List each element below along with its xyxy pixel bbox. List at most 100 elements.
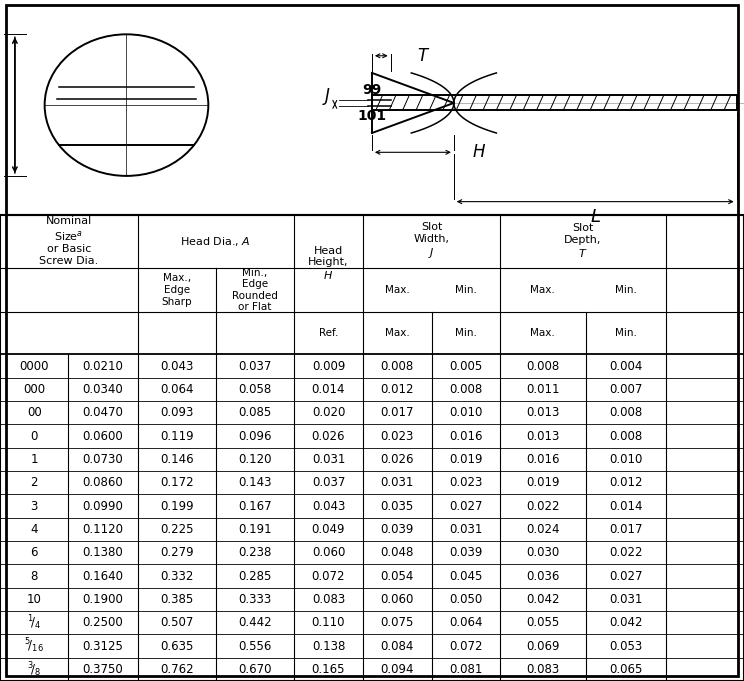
Text: 0.016: 0.016 <box>526 453 559 466</box>
Text: 2: 2 <box>31 476 38 489</box>
Text: Min.,
Edge
Rounded
or Flat: Min., Edge Rounded or Flat <box>232 268 278 313</box>
Text: 0.2500: 0.2500 <box>83 616 124 629</box>
Text: $L$: $L$ <box>590 208 600 225</box>
Text: 0.050: 0.050 <box>449 593 482 606</box>
Text: 0.146: 0.146 <box>160 453 193 466</box>
Text: 0.011: 0.011 <box>526 383 559 396</box>
Text: 0.333: 0.333 <box>238 593 272 606</box>
Text: 6: 6 <box>31 546 38 559</box>
Text: 0.027: 0.027 <box>609 569 643 582</box>
Text: 4: 4 <box>31 523 38 536</box>
Text: 0.031: 0.031 <box>312 453 345 466</box>
Text: 0.093: 0.093 <box>160 407 193 419</box>
Text: Max.: Max. <box>385 285 410 295</box>
Text: 0.285: 0.285 <box>238 569 272 582</box>
Text: 0.019: 0.019 <box>526 476 559 489</box>
Text: Min.: Min. <box>455 328 477 338</box>
Text: 0.026: 0.026 <box>312 430 345 443</box>
Text: 0.036: 0.036 <box>526 569 559 582</box>
Text: Min.: Min. <box>615 285 637 295</box>
Text: 0.017: 0.017 <box>380 407 414 419</box>
Text: 0000: 0000 <box>19 360 49 373</box>
Text: 0.020: 0.020 <box>312 407 345 419</box>
Text: 0.027: 0.027 <box>449 500 483 513</box>
Text: 0.010: 0.010 <box>609 453 642 466</box>
Text: 0.1380: 0.1380 <box>83 546 124 559</box>
Text: 0.279: 0.279 <box>160 546 193 559</box>
Text: 0.119: 0.119 <box>160 430 193 443</box>
Text: $T$: $T$ <box>417 47 430 65</box>
Text: 0.060: 0.060 <box>312 546 345 559</box>
Text: 0.385: 0.385 <box>160 593 193 606</box>
Text: 0.049: 0.049 <box>312 523 345 536</box>
Text: 0.037: 0.037 <box>312 476 345 489</box>
Text: 0.083: 0.083 <box>312 593 345 606</box>
Text: 0.012: 0.012 <box>380 383 414 396</box>
Text: 0.072: 0.072 <box>449 639 483 652</box>
Text: 0.332: 0.332 <box>160 569 193 582</box>
Text: 0.031: 0.031 <box>609 593 642 606</box>
Text: 000: 000 <box>23 383 45 396</box>
Text: 0.008: 0.008 <box>381 360 414 373</box>
Text: 0.0600: 0.0600 <box>83 430 124 443</box>
Text: Head Dia., $A$: Head Dia., $A$ <box>181 235 251 248</box>
Text: 0.013: 0.013 <box>526 430 559 443</box>
Text: 0.008: 0.008 <box>526 360 559 373</box>
Text: 0.138: 0.138 <box>312 639 345 652</box>
Text: 0.014: 0.014 <box>312 383 345 396</box>
Text: 0.670: 0.670 <box>238 663 272 676</box>
Text: 0.023: 0.023 <box>449 476 482 489</box>
Text: 0.016: 0.016 <box>449 430 483 443</box>
Text: 0.042: 0.042 <box>609 616 643 629</box>
Text: 0.039: 0.039 <box>449 546 482 559</box>
Text: 0.004: 0.004 <box>609 360 642 373</box>
Text: 3: 3 <box>31 500 38 513</box>
Text: 0.007: 0.007 <box>609 383 642 396</box>
Text: 0.023: 0.023 <box>381 430 414 443</box>
Text: Slot
Depth,
$T$: Slot Depth, $T$ <box>564 223 602 259</box>
Text: 1: 1 <box>31 453 38 466</box>
Text: 0.010: 0.010 <box>449 407 482 419</box>
Text: 0.110: 0.110 <box>312 616 345 629</box>
Text: 0.084: 0.084 <box>381 639 414 652</box>
Text: 0.094: 0.094 <box>380 663 414 676</box>
Text: 0.053: 0.053 <box>609 639 642 652</box>
Text: Min.: Min. <box>615 328 637 338</box>
Text: 0.039: 0.039 <box>381 523 414 536</box>
Text: 0.507: 0.507 <box>160 616 193 629</box>
Text: 0.0860: 0.0860 <box>83 476 124 489</box>
Text: 0.081: 0.081 <box>449 663 482 676</box>
Text: 0.0730: 0.0730 <box>83 453 124 466</box>
Text: Nominal
Size$^a$
or Basic
Screw Dia.: Nominal Size$^a$ or Basic Screw Dia. <box>39 217 98 266</box>
Text: $\mathregular{^3\!/_{8}}$: $\mathregular{^3\!/_{8}}$ <box>27 660 42 679</box>
Text: 0.042: 0.042 <box>526 593 559 606</box>
Text: 0.013: 0.013 <box>526 407 559 419</box>
Text: $\mathregular{^1\!/_{4}}$: $\mathregular{^1\!/_{4}}$ <box>27 614 42 632</box>
Text: 0.635: 0.635 <box>160 639 193 652</box>
Text: Slot
Width,
$J$: Slot Width, $J$ <box>414 222 449 260</box>
Text: 0.037: 0.037 <box>238 360 272 373</box>
Text: 0.043: 0.043 <box>312 500 345 513</box>
Text: 0.043: 0.043 <box>160 360 193 373</box>
Text: 0.085: 0.085 <box>238 407 272 419</box>
Text: 0.060: 0.060 <box>381 593 414 606</box>
Text: 0.009: 0.009 <box>312 360 345 373</box>
Text: 0.031: 0.031 <box>449 523 482 536</box>
Text: 0.054: 0.054 <box>381 569 414 582</box>
Text: 0.165: 0.165 <box>312 663 345 676</box>
Text: 0.075: 0.075 <box>381 616 414 629</box>
Text: 0.072: 0.072 <box>312 569 345 582</box>
Text: 0.024: 0.024 <box>526 523 559 536</box>
Text: 0.019: 0.019 <box>449 453 483 466</box>
Text: $J$: $J$ <box>322 86 331 107</box>
Text: 0.120: 0.120 <box>238 453 272 466</box>
Text: 0.022: 0.022 <box>526 500 559 513</box>
Text: 0.008: 0.008 <box>609 430 642 443</box>
Text: 0.191: 0.191 <box>238 523 272 536</box>
Text: Max.: Max. <box>530 285 555 295</box>
Text: $\mathregular{^5\!/_{16}}$: $\mathregular{^5\!/_{16}}$ <box>25 637 44 655</box>
Text: 0.083: 0.083 <box>526 663 559 676</box>
Text: 0.058: 0.058 <box>238 383 272 396</box>
Text: 0.199: 0.199 <box>160 500 193 513</box>
Text: 0.069: 0.069 <box>526 639 559 652</box>
